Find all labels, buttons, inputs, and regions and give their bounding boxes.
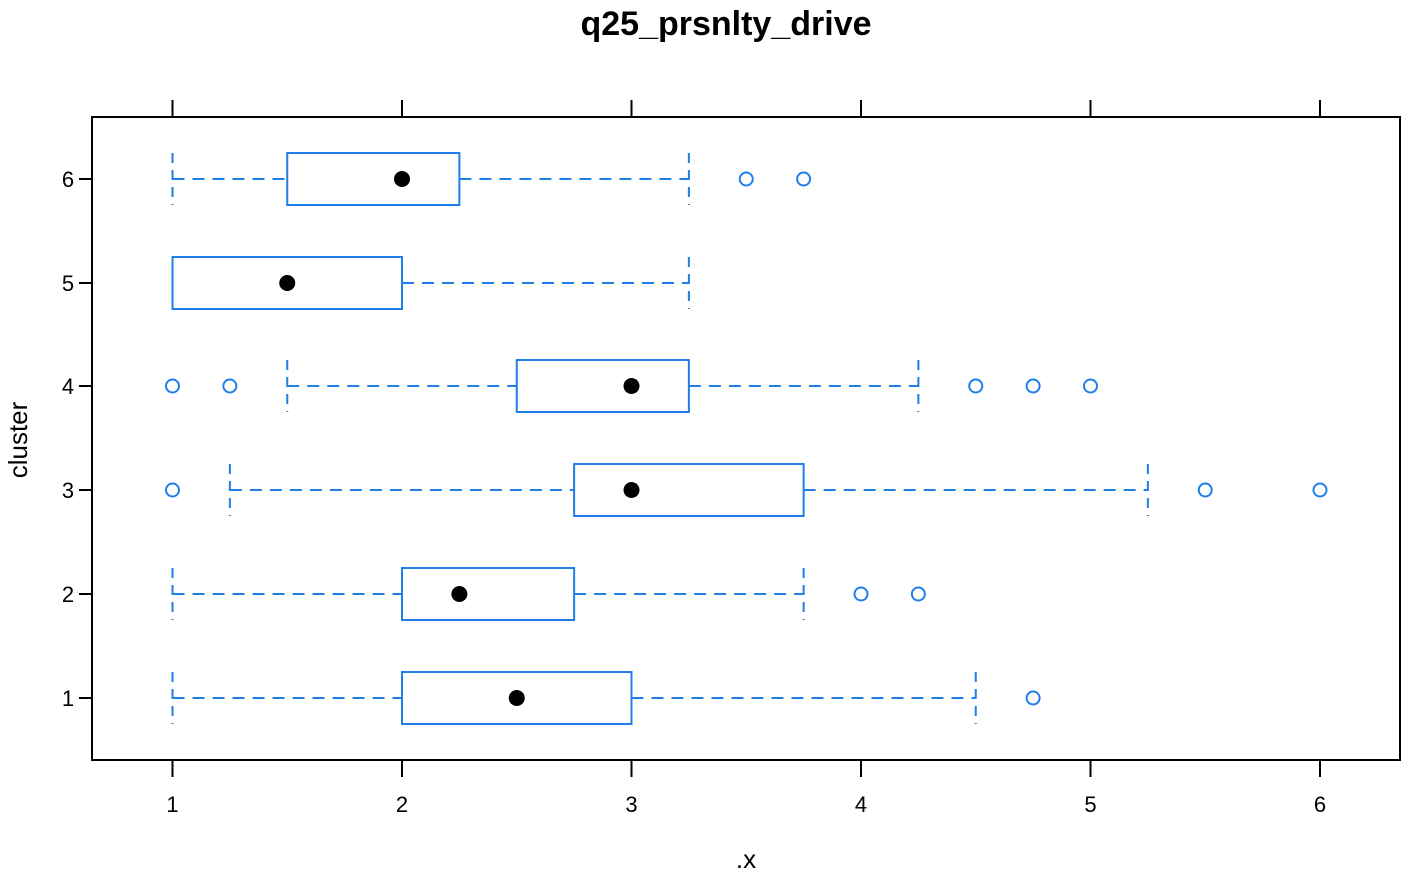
bottom-axis-ticks: 1 2 3 4 5 6: [166, 760, 1326, 817]
box-cluster-6: [171, 152, 812, 206]
x-tick-label-5: 5: [1084, 792, 1096, 817]
outlier-point: [738, 171, 754, 187]
left-axis-ticks: 1 2 3 4 5 6: [62, 167, 92, 711]
y-tick-label-2: 2: [62, 582, 74, 607]
y-axis-label: cluster: [3, 401, 33, 478]
y-tick-label-4: 4: [62, 374, 74, 399]
iqr-box: [401, 567, 576, 621]
y-tick-label-3: 3: [62, 478, 74, 503]
median-dot: [451, 586, 468, 602]
outlier-point: [165, 378, 180, 394]
outlier-point: [1025, 378, 1041, 394]
outlier-point: [1083, 378, 1098, 394]
median-dot: [394, 171, 410, 187]
iqr-box: [573, 463, 805, 517]
outlier-point: [910, 586, 926, 602]
x-tick-label-2: 2: [396, 792, 408, 817]
outlier-point: [968, 378, 984, 394]
outlier-point: [1197, 482, 1213, 498]
median-dot: [279, 275, 296, 291]
box-cluster-4: [165, 359, 1098, 413]
y-tick-label-1: 1: [62, 686, 74, 711]
outlier-point: [1312, 482, 1328, 498]
y-tick-label-5: 5: [62, 271, 74, 296]
x-axis-label: .x: [736, 844, 756, 874]
iqr-box: [401, 671, 633, 725]
y-tick-label-6: 6: [62, 167, 74, 192]
iqr-box: [286, 152, 461, 206]
median-dot: [623, 482, 640, 498]
x-tick-label-6: 6: [1314, 792, 1326, 817]
outlier-point: [165, 482, 180, 498]
median-dot: [623, 378, 640, 394]
iqr-box: [515, 359, 690, 413]
box-cluster-5: [171, 256, 690, 310]
x-tick-label-4: 4: [855, 792, 867, 817]
x-tick-label-1: 1: [166, 792, 178, 817]
box-cluster-2: [171, 567, 926, 621]
box-cluster-1: [171, 671, 1041, 725]
chart-title: q25_prsnlty_drive: [580, 5, 871, 43]
outlier-point: [222, 378, 238, 394]
median-dot: [508, 690, 525, 706]
outlier-point: [796, 171, 812, 187]
box-cluster-3: [165, 463, 1328, 517]
outlier-point: [1025, 690, 1041, 706]
outlier-point: [853, 586, 869, 602]
x-tick-label-3: 3: [625, 792, 637, 817]
top-axis-ticks: [171, 100, 1321, 117]
box-series: [165, 152, 1328, 725]
plot-frame: [91, 116, 1401, 761]
